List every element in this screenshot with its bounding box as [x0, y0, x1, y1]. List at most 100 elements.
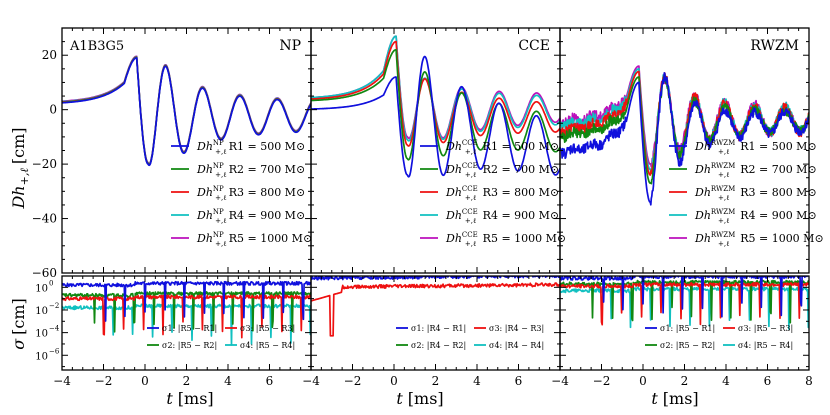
legend-label: DhNP +,ℓ R4 = 900 M⊙ [196, 208, 305, 225]
legend-text-part: RWZM [711, 139, 735, 147]
x-tick-label: −4 [302, 374, 320, 388]
y-tick-label-bottom: 10 [35, 351, 48, 362]
residual-legend-label: σ1: |R5 − R1| [660, 324, 715, 333]
legend-label: DhCCE +,ℓ R3 = 800 M⊙ [445, 185, 559, 202]
waveform-series-group [62, 55, 311, 167]
residual-legend-label: σ2: |R5 − R2| [660, 341, 715, 350]
legend-text-part: RWZM [711, 185, 735, 193]
y-tick-label-top: 0 [49, 103, 57, 117]
legend-text-part: R5 = 1000 M⊙ [737, 232, 824, 245]
bottom-panel-frame [61, 275, 312, 371]
y-tick-label-top: −20 [32, 157, 57, 171]
legend-text-part: R1 = 500 M⊙ [737, 140, 817, 153]
legend-text-part: CCE [462, 208, 478, 216]
x-tick-label: 2 [432, 374, 440, 388]
legend-text-part: R2 = 700 M⊙ [737, 163, 817, 176]
y-ticks [560, 27, 809, 368]
waveform-series-group [311, 35, 560, 178]
legend-label: DhRWZM +,ℓ R1 = 500 M⊙ [694, 139, 817, 156]
x-tick-label: 2 [681, 374, 689, 388]
legend-text-part: Dh [694, 232, 711, 245]
legend-label: DhCCE +,ℓ R1 = 500 M⊙ [445, 139, 559, 156]
legend-text-part: R4 = 900 M⊙ [737, 209, 817, 222]
legend-text-part: +,ℓ [465, 217, 476, 225]
residual-legend-label: σ1: |R5 − R1| [162, 324, 217, 333]
residual-line-sigma3 [560, 281, 809, 326]
legend-text-part: +,ℓ [215, 217, 226, 225]
waveform-line-r1 [311, 55, 560, 178]
legend-text-part: NP [213, 231, 224, 239]
residual-legend-label: σ3: |R4 − R3| [489, 324, 544, 333]
legend-text-part: R3 = 800 M⊙ [737, 186, 817, 199]
legend-text-part: RWZM [711, 208, 735, 216]
legend-text-part: Dh [445, 186, 462, 199]
x-tick-label: 2 [183, 374, 191, 388]
y-label-top-sub: +,ℓ [18, 168, 31, 186]
y-label-top-unit: [cm] [9, 127, 28, 164]
legend-text-part: +,ℓ [465, 194, 476, 202]
legend-text-part: R3 = 800 M⊙ [479, 186, 559, 199]
svg-text:Dh+,ℓ[cm]: Dh+,ℓ [cm] [9, 127, 31, 209]
y-tick-label-top: 20 [42, 48, 57, 62]
residual-series-group [62, 280, 311, 346]
x-tick-label: 0 [141, 374, 149, 388]
y-tick-exponent: −6 [49, 347, 60, 355]
x-tick-label: 6 [266, 374, 274, 388]
residual-legend-label: σ3: |R5 − R3| [240, 324, 295, 333]
x-axis-label: t [ms] [396, 389, 443, 408]
bottom-panel-frame [310, 275, 561, 371]
x-axis-label-part: [ms] [408, 389, 444, 408]
waveform-series-group [560, 65, 809, 206]
x-tick-label: 4 [224, 374, 232, 388]
residual-line-sigma2 [62, 291, 311, 333]
y-tick-exponent: −4 [49, 325, 60, 333]
panel-title: CCE [518, 38, 550, 54]
residual-legend-label: σ4: |R5 − R4| [240, 341, 295, 350]
svg-text:σ[cm]: σ [cm] [9, 298, 28, 350]
legend-text-part: NP [213, 208, 224, 216]
x-ticks: −4 −2 0 2 4 6 [53, 28, 312, 388]
legend-text-part: R4 = 900 M⊙ [479, 209, 559, 222]
legend-text-part: CCE [462, 162, 478, 170]
legend-label: DhRWZM +,ℓ R5 = 1000 M⊙ [694, 231, 824, 248]
legend-text-part: R1 = 500 M⊙ [225, 140, 305, 153]
legend-text-part: NP [213, 185, 224, 193]
x-tick-label: 4 [722, 374, 730, 388]
waveform-line-r1 [560, 72, 809, 206]
legend-label: DhRWZM +,ℓ R2 = 700 M⊙ [694, 162, 817, 179]
x-tick-label: −2 [593, 374, 611, 388]
legend-text-part: RWZM [711, 162, 735, 170]
legend-text-part: Dh [196, 232, 213, 245]
x-tick-label: −2 [95, 374, 113, 388]
legend-text-part: CCE [462, 139, 478, 147]
x-tick-label: 4 [473, 374, 481, 388]
waveform-line-r3 [311, 40, 560, 147]
legend-text-part: R5 = 1000 M⊙ [225, 232, 312, 245]
y-tick-label-bottom: 10 [35, 306, 48, 317]
x-tick-label: 6 [515, 374, 523, 388]
x-axis-label-part: t [396, 389, 403, 408]
panel-title: NP [279, 38, 301, 54]
legend-text-part: Dh [196, 163, 213, 176]
legend-text-part: CCE [462, 231, 478, 239]
x-tick-label: 0 [639, 374, 647, 388]
x-tick-label: 6 [764, 374, 772, 388]
legend-text-part: +,ℓ [718, 240, 729, 248]
y-label-top-symbol: Dh [9, 185, 28, 209]
residual-legend: σ1: |R4 − R1| σ3: |R4 − R3| σ2: |R4 − R2| σ… [396, 324, 544, 350]
y-tick-label-top: −40 [32, 212, 57, 226]
x-ticks: −4 −2 0 2 4 6 8 [551, 28, 813, 388]
legend: DhNP +,ℓ R1 = 500 M⊙DhNP +,ℓ R2 = 700 M⊙Dh… [171, 139, 312, 248]
legend-text-part: Dh [694, 186, 711, 199]
panel-tag: A1B3G5 [69, 39, 124, 54]
y-tick-exponent: 0 [49, 279, 53, 287]
residual-legend-label: σ4: |R4 − R4| [489, 341, 544, 350]
legend-text-part: +,ℓ [215, 148, 226, 156]
legend-text-part: Dh [196, 209, 213, 222]
legend-text-part: Dh [196, 140, 213, 153]
legend-text-part: +,ℓ [465, 148, 476, 156]
x-tick-label: −2 [344, 374, 362, 388]
residual-line-sigma3 [311, 282, 560, 337]
legend-text-part: R3 = 800 M⊙ [225, 186, 305, 199]
